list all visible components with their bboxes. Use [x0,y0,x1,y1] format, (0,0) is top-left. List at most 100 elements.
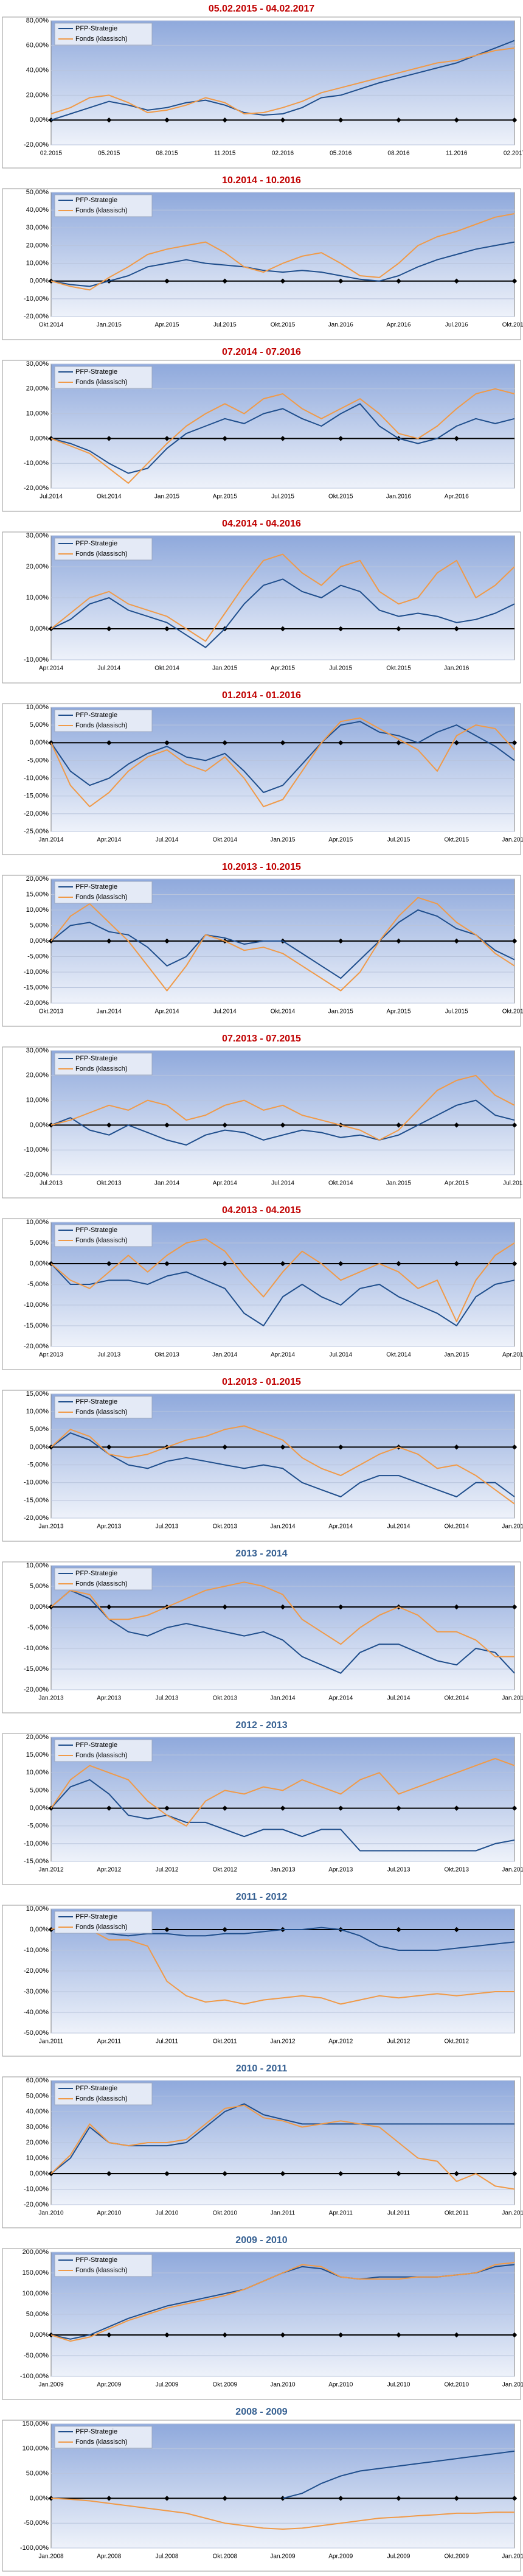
chart-panel: 01.2014 - 01.2016 -25,00% -20,00% -15,00% -1… [2,690,523,855]
x-tick-label: Apr.2014 [271,1352,295,1359]
chart-panel: 04.2013 - 04.2015 -20,00% -15,00% -10,00% -5… [2,1205,523,1370]
x-tick-label: Okt.2014 [328,1180,353,1187]
series-line [50,213,515,291]
legend-label: PFP-Strategie [75,25,117,32]
y-tick-label: 150,00% [23,2420,49,2427]
x-tick-label: Apr.2015 [386,1009,410,1015]
y-tick-label: 20,00% [26,2139,49,2146]
y-tick-label: 0,00% [30,1603,49,1611]
y-tick-label: 5,00% [30,721,49,729]
x-tick-label: Jul.2016 [445,322,468,329]
zero-marker [222,278,227,284]
y-tick-label: 50,00% [26,2311,49,2318]
x-tick-label: Jul.2013 [97,1352,120,1359]
x-tick-label: Jan.2012 [502,2210,523,2217]
y-tick-label: -10,00% [24,1301,49,1309]
zero-marker [280,1805,286,1811]
chart-title: 2012 - 2013 [235,1720,288,1731]
zero-marker [280,117,286,123]
x-tick-label: Jan.2014 [502,1867,523,1874]
series-line [50,47,515,114]
legend-box [54,1396,153,1419]
y-tick-label: 50,00% [26,2092,49,2099]
y-tick-label: -10,00% [24,656,49,663]
x-tick-label: Apr.2010 [97,2210,121,2217]
x-tick-label: Apr.2013 [328,1867,353,1874]
x-tick-label: Jan.2009 [38,2382,64,2389]
x-tick-label: Apr.2012 [97,1867,121,1874]
x-tick-label: 02.2015 [40,150,63,157]
zero-marker [164,117,170,123]
y-tick-label: -10,00% [24,460,49,467]
legend-label: PFP-Strategie [75,1913,117,1920]
zero-marker [338,1805,344,1811]
legend-label: Fonds (klassisch) [75,1580,128,1587]
zero-marker [164,938,170,944]
y-tick-label: -15,00% [24,1322,49,1329]
x-tick-label: Apr.2015 [328,837,353,844]
chart-title: 01.2013 - 01.2015 [222,1377,301,1387]
x-tick-label: Okt.2014 [39,322,64,329]
y-tick-label: 0,00% [30,739,49,746]
series-line [50,2497,514,2530]
y-tick-label: -15,00% [24,793,49,800]
y-tick-label: 100,00% [23,2445,49,2452]
legend-box [54,1224,153,1247]
y-tick-label: 40,00% [26,2108,49,2115]
x-tick-label: Apr.2008 [97,2553,121,2560]
zero-marker [222,2171,227,2177]
x-tick-label: Apr.2016 [445,494,469,500]
x-tick-label: Jul.2014 [271,1180,294,1187]
zero-marker [280,1444,286,1450]
y-tick-label: 5,00% [30,1583,49,1590]
y-tick-label: -10,00% [24,1146,49,1153]
series-line [50,1432,515,1497]
x-tick-label: Jan.2014 [270,1524,296,1530]
y-tick-label: 10,00% [26,906,49,914]
chart-title: 04.2013 - 04.2015 [222,1205,301,1216]
series-line [50,717,515,808]
zero-marker [280,2171,286,2177]
zero-marker [164,740,170,746]
x-tick-label: Jul.2012 [387,2039,410,2045]
y-tick-label: 15,00% [26,1390,49,1398]
y-tick-label: -10,00% [24,774,49,782]
legend-label: Fonds (klassisch) [75,2438,128,2446]
y-tick-label: -50,00% [24,2519,49,2527]
y-tick-label: 10,00% [26,1769,49,1776]
x-tick-label: Apr.2016 [386,322,410,329]
series-line [50,1263,515,1326]
x-tick-label: Okt.2013 [444,1867,469,1874]
y-tick-label: 5,00% [30,922,49,929]
x-tick-label: Jul.2015 [387,837,410,844]
y-tick-label: 5,00% [30,1239,49,1247]
zero-marker [222,1261,227,1267]
y-tick-label: 20,00% [26,385,49,393]
y-tick-label: 0,00% [30,1926,49,1933]
x-tick-label: Jan.2014 [97,1009,122,1015]
x-tick-label: Apr.2011 [97,2039,122,2045]
y-tick-label: 10,00% [26,1219,49,1226]
chart-title: 2008 - 2009 [235,2407,288,2417]
chart-title: 04.2014 - 04.2016 [222,519,301,529]
series-line [50,909,515,979]
zero-marker [511,740,518,746]
x-tick-label: Okt.2014 [444,1524,469,1530]
legend-box [54,194,153,217]
x-tick-label: Okt.2014 [271,1009,296,1015]
zero-marker [164,1805,170,1811]
y-tick-label: 20,00% [26,91,49,99]
series-line [50,721,515,793]
x-tick-label: 11.2016 [446,150,468,157]
y-tick-label: 10,00% [26,1905,49,1913]
x-tick-label: 08.2015 [156,150,178,157]
chart-panel: 2012 - 2013 -15,00% -10,00% -5,00% 0,00% 5,00… [2,1720,523,1885]
x-tick-label: Apr.2013 [97,1524,121,1530]
x-tick-label: Apr.2014 [39,665,63,672]
y-tick-label: 10,00% [26,1408,49,1415]
x-tick-label: Jan.2012 [38,1867,64,1874]
x-tick-label: Jan.2014 [38,837,64,844]
y-tick-label: 200,00% [23,2249,49,2256]
y-tick-label: 0,00% [30,1260,49,1267]
legend-label: Fonds (klassisch) [75,722,128,729]
